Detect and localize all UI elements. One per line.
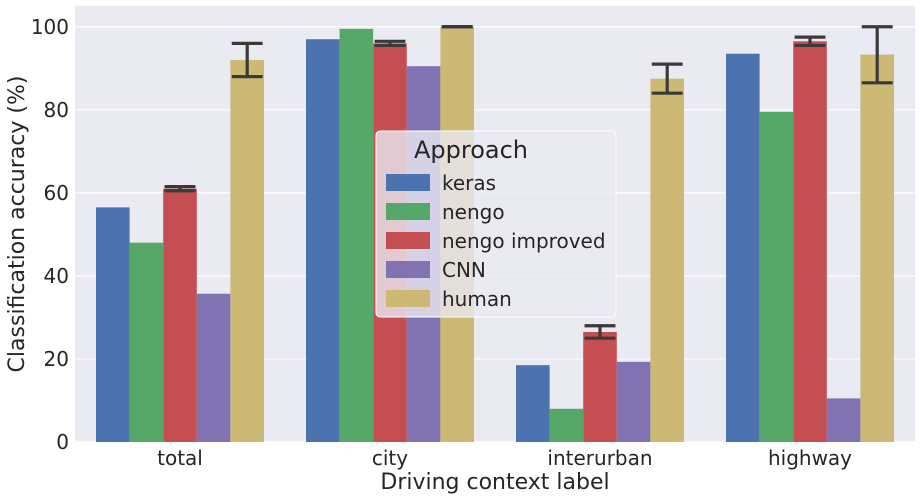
bar — [163, 188, 197, 442]
y-tick-labels: 0 20 40 60 80 100 — [31, 15, 69, 454]
legend-swatch — [386, 203, 430, 220]
error-bars — [164, 25, 893, 340]
bar — [616, 361, 651, 442]
y-tick-label: 0 — [56, 430, 69, 454]
bar — [549, 408, 584, 442]
legend: Approach keras nengo nengo improved CNN huma… — [375, 130, 617, 318]
legend-swatch — [386, 232, 430, 249]
legend-label: nengo improved — [442, 229, 606, 253]
bar — [726, 53, 760, 442]
bar — [306, 39, 340, 442]
bar — [230, 59, 264, 442]
y-tick-label: 20 — [44, 347, 69, 371]
legend-title: Approach — [414, 136, 528, 164]
bar — [96, 207, 130, 442]
bars — [96, 26, 894, 443]
x-tick-label: highway — [768, 446, 852, 470]
legend-swatch — [386, 261, 430, 278]
x-tick-label: interurban — [547, 446, 652, 470]
legend-swatch — [386, 174, 430, 191]
x-tick-labels: total city interurban highway — [157, 446, 852, 470]
y-tick-label: 100 — [31, 15, 69, 39]
legend-label: human — [442, 287, 512, 311]
bar — [826, 398, 861, 442]
bar — [650, 78, 684, 443]
y-axis-label: Classification accuracy (%) — [5, 76, 30, 373]
bar — [860, 54, 894, 442]
x-tick-label: city — [372, 446, 408, 470]
x-axis-label: Driving context label — [380, 470, 609, 495]
legend-box — [375, 130, 617, 318]
bar — [759, 111, 794, 442]
legend-items: keras nengo nengo improved CNN human — [386, 171, 606, 311]
bar — [196, 293, 231, 442]
bar — [793, 41, 827, 443]
legend-label: CNN — [442, 258, 486, 282]
legend-swatch — [386, 290, 430, 307]
bar — [516, 365, 550, 442]
y-tick-label: 40 — [44, 264, 69, 288]
y-tick-label: 60 — [44, 181, 69, 205]
legend-label: nengo — [442, 200, 505, 224]
y-tick-label: 80 — [44, 98, 69, 122]
x-tick-label: total — [157, 446, 203, 470]
legend-label: keras — [442, 171, 496, 195]
bar — [129, 242, 164, 442]
bar — [583, 331, 617, 442]
bar — [339, 28, 374, 442]
